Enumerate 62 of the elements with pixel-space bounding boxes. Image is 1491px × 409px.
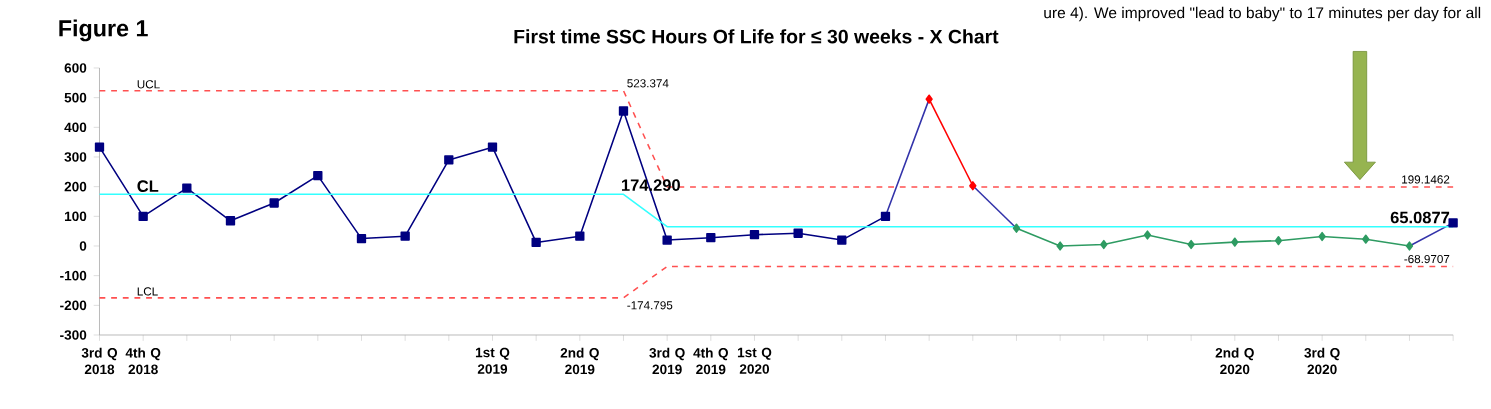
x-tick-label: 4th Q 2018 <box>125 347 161 375</box>
data-label: 523.374 <box>627 79 669 88</box>
point <box>575 231 585 241</box>
point <box>793 228 803 238</box>
point <box>1187 239 1195 250</box>
data-label: -68.9707 <box>1404 255 1450 264</box>
y-tick-label: -200 <box>60 300 87 311</box>
point <box>1056 241 1064 251</box>
point <box>1405 241 1414 251</box>
point <box>1362 234 1370 244</box>
series-label: UCL <box>137 80 160 89</box>
point <box>94 142 105 152</box>
y-tick-label: -300 <box>60 330 87 340</box>
point <box>356 234 367 244</box>
y-tick-label: 300 <box>64 152 87 162</box>
data-label: 199.1462 <box>1402 175 1450 184</box>
point <box>925 94 933 104</box>
x-tick-label: 4th Q 2019 <box>693 347 728 375</box>
point <box>1318 231 1326 242</box>
point <box>1231 237 1239 247</box>
point <box>444 155 454 165</box>
caption: Figure 1 <box>59 19 148 42</box>
chart-title: First time SSC Hours Of Life for ≤ 30 weeks - X Chart <box>514 29 999 44</box>
point <box>1012 223 1021 233</box>
y-tick-label: 200 <box>64 181 87 192</box>
data-label: 65.0877 <box>1390 211 1450 224</box>
point <box>749 230 760 240</box>
point <box>400 231 410 241</box>
point <box>618 106 629 116</box>
point <box>182 183 192 193</box>
series-label: CL <box>137 180 159 193</box>
point <box>269 198 279 208</box>
point <box>225 216 236 226</box>
point <box>969 181 977 191</box>
y-tick-label: 600 <box>64 63 87 73</box>
point <box>1100 239 1108 250</box>
point <box>880 211 891 222</box>
y-tick-label: 100 <box>64 211 87 222</box>
y-tick-label: 500 <box>64 92 87 103</box>
x-tick-label: 1st Q 2019 <box>475 347 510 374</box>
x-tick-label: 3rd Q 2020 <box>1304 347 1340 375</box>
data-label: -174.795 <box>627 301 673 310</box>
x-tick-label: 2nd Q 2020 <box>1215 347 1254 375</box>
point <box>1274 236 1283 246</box>
y-tick-label: -100 <box>60 270 87 281</box>
series-label: LCL <box>137 287 158 296</box>
point <box>531 237 541 248</box>
point <box>487 142 498 152</box>
text: ure 4). We improved "lead to baby" to 17 minutes per day for all <box>1044 6 1481 22</box>
x-tick-label: 3rd Q 2018 <box>81 347 118 375</box>
point <box>706 233 716 243</box>
x-tick-label: 3rd Q 2019 <box>649 347 685 375</box>
point <box>837 235 847 245</box>
point <box>1143 230 1152 240</box>
point <box>1448 218 1458 228</box>
point <box>138 211 148 222</box>
x-tick-label: 2nd Q 2019 <box>560 347 599 375</box>
x-tick-label: 1st Q 2020 <box>737 347 772 374</box>
point <box>662 235 672 245</box>
point <box>313 171 323 181</box>
y-tick-label: 400 <box>64 122 87 133</box>
y-tick-label: 0 <box>79 241 87 251</box>
